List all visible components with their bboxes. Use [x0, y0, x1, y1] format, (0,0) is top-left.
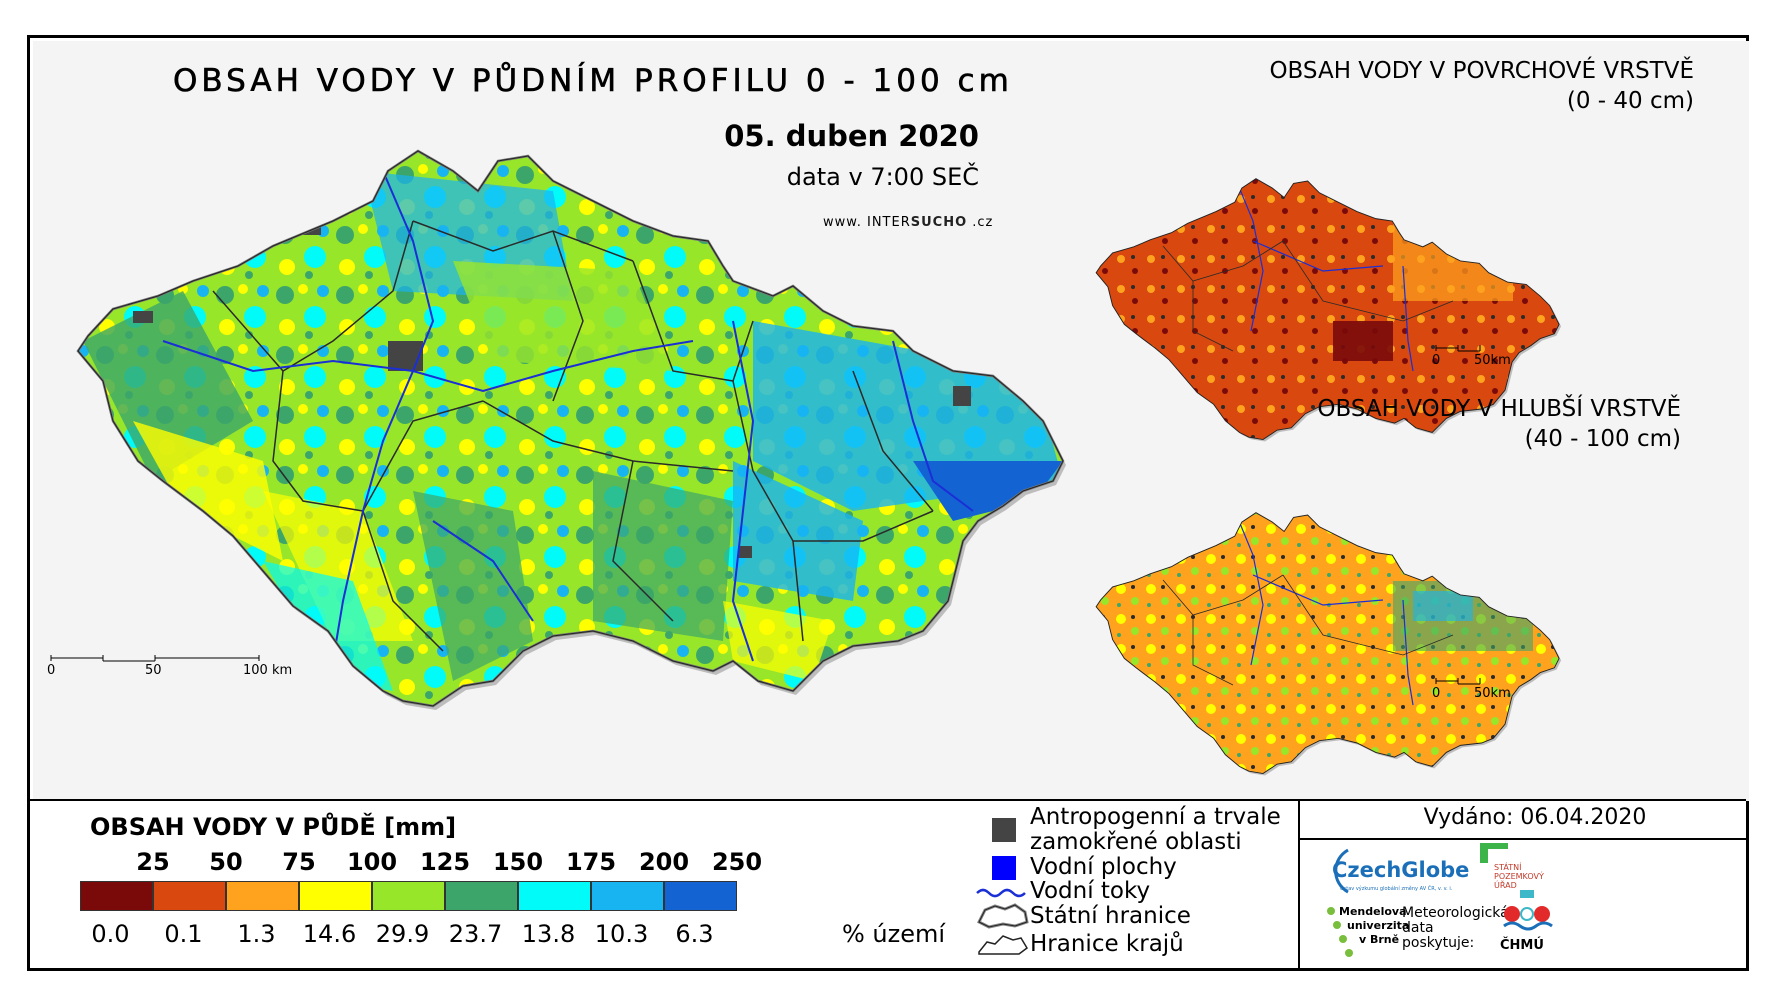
legend-threshold-label: 75	[282, 848, 316, 876]
legend-class-swatch	[226, 881, 299, 911]
deep-title-line1: OBSAH VODY V HLUBŠÍ VRSTVĚ	[1317, 396, 1681, 422]
map-date: 05. duben 2020	[724, 119, 979, 153]
legend-class-swatch	[153, 881, 226, 911]
region-border-label: Hranice krajů	[1030, 931, 1184, 957]
spu-line3: ÚŘAD	[1494, 881, 1517, 890]
deep-layer-map	[1095, 512, 1562, 776]
legend-threshold-label: 25	[136, 848, 170, 876]
mendel-dots-icon	[1327, 907, 1353, 957]
figure-frame: OBSAH VODY V PŮDNÍM PROFILU 0 - 100 cm 0…	[27, 35, 1749, 971]
inset1-scale-0: 0	[1432, 353, 1441, 368]
inset2-scale-bar	[1435, 678, 1481, 685]
percent-territory-label: % území	[842, 920, 946, 948]
meteo-line2: data	[1402, 920, 1434, 936]
legend-class-swatch	[372, 881, 445, 911]
legend-class-percent: 0.0	[91, 920, 130, 948]
mendel-logo: Mendelova univerzita v Brně	[1325, 903, 1409, 963]
meteo-line1: Meteorologická	[1402, 905, 1509, 921]
legend-divider	[30, 799, 1746, 801]
anthropogenic-line1: Antropogenní a trvale	[1030, 804, 1281, 830]
chmu-emblem-icon	[1503, 890, 1553, 931]
legend-class-swatch	[664, 881, 737, 911]
time-note: data v 7:00 SEČ	[786, 163, 979, 191]
inset1-scale-bar	[1435, 345, 1481, 352]
legend-threshold-label: 200	[638, 848, 690, 876]
symbol-water	[992, 856, 1016, 880]
spu-logo: STÁTNÍ POZEMKOVÝ ÚŘAD	[1480, 843, 1550, 903]
symbol-river-icon	[976, 888, 1026, 898]
website-brand-b: SUCHO	[910, 215, 968, 230]
mendel-line1: Mendelova	[1339, 905, 1407, 918]
mendel-line3: v Brně	[1359, 933, 1400, 946]
meteo-line3: poskytuje:	[1402, 935, 1475, 951]
spu-flag-icon	[1480, 843, 1508, 863]
czechglobe-arc-icon	[1334, 848, 1349, 894]
inset2-scale-50: 50km	[1474, 686, 1511, 701]
czechglobe-name: CzechGlobe	[1332, 858, 1470, 882]
legend-class-swatch	[518, 881, 591, 911]
deep-title-line2: (40 - 100 cm)	[1524, 426, 1681, 452]
main-map-title: OBSAH VODY V PŮDNÍM PROFILU 0 - 100 cm	[173, 63, 1013, 100]
chmu-logo: ČHMÚ	[1498, 888, 1558, 958]
czechglobe-logo: CzechGlobe Ústav výzkumu globální změny …	[1318, 846, 1470, 906]
scale-label-0: 0	[47, 663, 56, 678]
legend-title: OBSAH VODY V PŮDĚ [mm]	[90, 813, 457, 841]
scale-label-100: 100 km	[243, 663, 293, 678]
main-map	[76, 149, 1066, 710]
anthropogenic-label: Antropogenní a trvale zamokřené oblasti	[1030, 805, 1281, 855]
legend-threshold-label: 175	[565, 848, 617, 876]
legend-class-percent: 13.8	[521, 920, 576, 948]
spu-line2: POZEMKOVÝ	[1494, 872, 1544, 881]
symbol-state-border-icon	[976, 903, 1029, 929]
legend-class-percent: 29.9	[375, 920, 430, 948]
czechglobe-subtitle: Ústav výzkumu globální změny AV ČR, v. v…	[1340, 886, 1453, 892]
mendel-text: Mendelova univerzita v Brně	[1339, 905, 1409, 947]
issued-date: Vydáno: 06.04.2020	[1423, 805, 1647, 830]
legend-class-percent: 10.3	[594, 920, 649, 948]
maps-svg	[50, 149, 1562, 776]
surface-layer-title: OBSAH VODY V POVRCHOVÉ VRSTVĚ (0 - 40 cm…	[1269, 56, 1694, 116]
rivers-label: Vodní toky	[1030, 878, 1151, 904]
legend-threshold-label: 100	[346, 848, 398, 876]
chmu-name: ČHMÚ	[1500, 938, 1544, 953]
legend-class-swatch	[299, 881, 372, 911]
website-brand-a: INTER	[866, 215, 911, 230]
legend-class-percent: 23.7	[448, 920, 503, 948]
deep-layer-title: OBSAH VODY V HLUBŠÍ VRSTVĚ (40 - 100 cm)	[1317, 394, 1681, 454]
website-prefix: www.	[823, 215, 862, 230]
water-bodies-label: Vodní plochy	[1030, 854, 1177, 880]
website-link[interactable]: www. INTERSUCHO .cz	[823, 215, 993, 230]
legend-class-swatch	[80, 881, 153, 911]
scale-label-50: 50	[145, 663, 162, 678]
anthropogenic-line2: zamokřené oblasti	[1030, 829, 1242, 855]
spu-line1: STÁTNÍ	[1494, 863, 1522, 872]
legend-threshold-label: 125	[419, 848, 471, 876]
legend-class-percent: 14.6	[302, 920, 357, 948]
legend-class-percent: 0.1	[164, 920, 203, 948]
mendel-line2: univerzita	[1347, 919, 1410, 932]
legend-threshold-label: 250	[711, 848, 763, 876]
inset1-scale-50: 50km	[1474, 353, 1511, 368]
inset2-scale-0: 0	[1432, 686, 1441, 701]
map-area: OBSAH VODY V PŮDNÍM PROFILU 0 - 100 cm 0…	[33, 41, 1749, 801]
surface-title-line2: (0 - 40 cm)	[1566, 88, 1694, 114]
legend-threshold-label: 150	[492, 848, 544, 876]
main-scale-bar	[50, 655, 260, 662]
symbol-region-border-icon	[978, 935, 1028, 955]
meteo-data-credit: Meteorologická data poskytuje:	[1402, 906, 1509, 951]
state-border-label: Státní hranice	[1030, 903, 1191, 929]
surface-title-line1: OBSAH VODY V POVRCHOVÉ VRSTVĚ	[1269, 58, 1694, 84]
legend-class-percent: 1.3	[237, 920, 276, 948]
spu-text: STÁTNÍ POZEMKOVÝ ÚŘAD	[1494, 863, 1544, 890]
legend-threshold-label: 50	[209, 848, 243, 876]
divider-issued	[1298, 838, 1748, 840]
divider-symbols	[1298, 801, 1300, 968]
website-suffix: .cz	[972, 215, 994, 230]
legend-class-swatch	[591, 881, 664, 911]
legend-class-percent: 6.3	[675, 920, 714, 948]
legend-class-swatch	[445, 881, 518, 911]
symbol-anthropogenic	[992, 818, 1016, 842]
